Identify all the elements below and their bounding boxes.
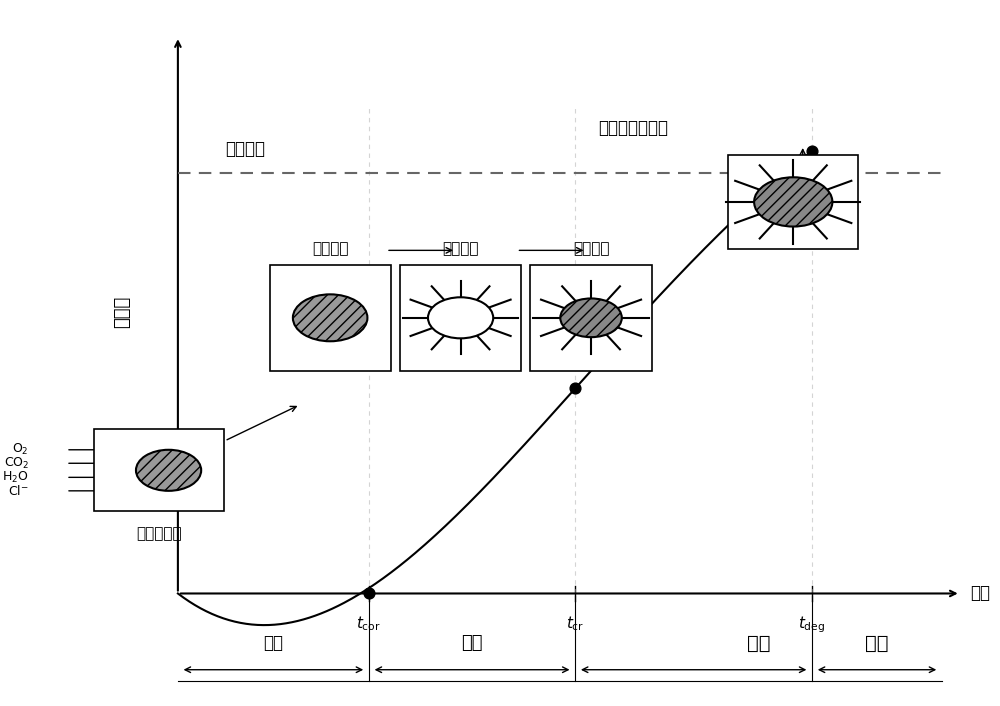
- Text: $t_{\mathrm{deg}}$: $t_{\mathrm{deg}}$: [798, 614, 826, 635]
- Point: [361, 588, 377, 599]
- Text: 安全度不可接受: 安全度不可接受: [598, 119, 668, 138]
- Text: 起锈: 起锈: [263, 634, 283, 652]
- Text: 可接受度: 可接受度: [225, 140, 265, 158]
- Circle shape: [293, 294, 367, 341]
- Text: 自由膨胀: 自由膨胀: [312, 241, 348, 256]
- Circle shape: [428, 297, 493, 338]
- Point: [804, 145, 820, 157]
- Text: CO$_2$: CO$_2$: [4, 455, 29, 471]
- Text: 应力产生: 应力产生: [442, 241, 479, 256]
- Bar: [94, 429, 224, 511]
- Text: 退化: 退化: [747, 634, 770, 653]
- Bar: [400, 265, 521, 371]
- Bar: [270, 265, 391, 371]
- Text: 脱钝、起锈: 脱钝、起锈: [136, 526, 182, 541]
- Text: Cl$^{-}$: Cl$^{-}$: [8, 484, 29, 498]
- Point: [567, 383, 583, 394]
- Text: $t_{\mathrm{cor}}$: $t_{\mathrm{cor}}$: [356, 614, 381, 633]
- Text: 锈蚀量: 锈蚀量: [113, 296, 131, 328]
- Text: H$_2$O: H$_2$O: [2, 469, 29, 485]
- Text: 退化: 退化: [865, 634, 889, 653]
- Bar: [530, 265, 652, 371]
- Circle shape: [754, 177, 832, 227]
- Text: 锈胀起裂: 锈胀起裂: [573, 241, 609, 256]
- Circle shape: [560, 299, 622, 337]
- Text: O$_2$: O$_2$: [12, 442, 29, 457]
- Bar: [728, 155, 858, 249]
- Text: $t_{\mathrm{cr}}$: $t_{\mathrm{cr}}$: [566, 614, 584, 633]
- Text: 起裂: 起裂: [461, 634, 483, 652]
- Text: 时间: 时间: [970, 585, 990, 602]
- Circle shape: [136, 450, 201, 491]
